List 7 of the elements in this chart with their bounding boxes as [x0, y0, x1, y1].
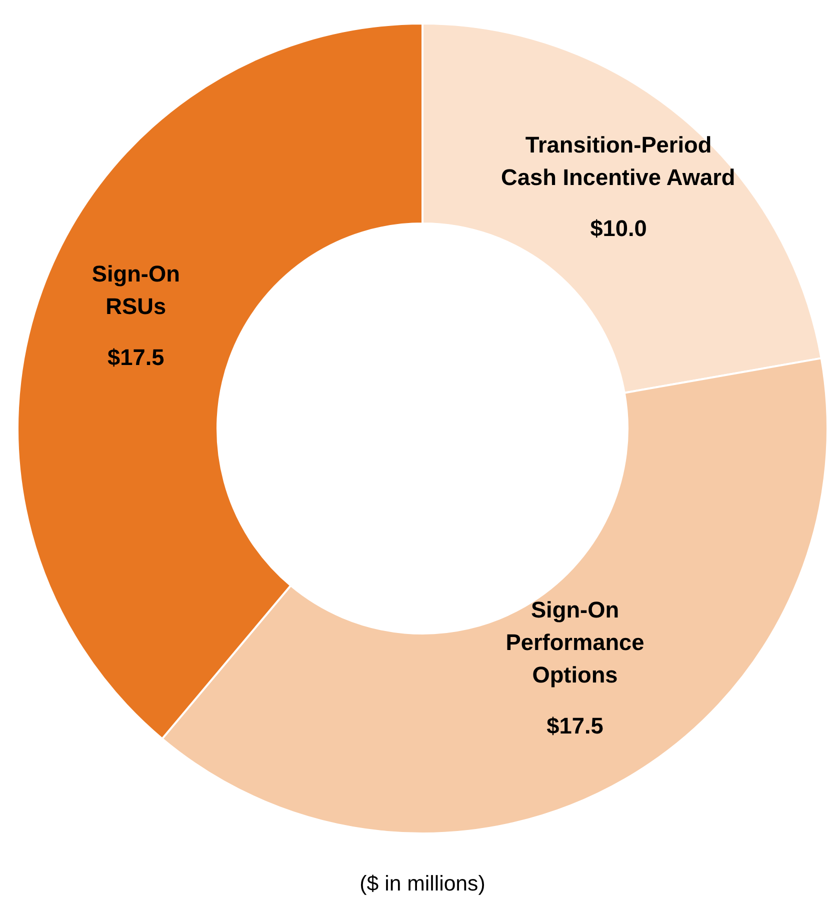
data-label: $17.5: [108, 344, 164, 370]
text: ($ in millions): [360, 872, 486, 896]
slice-label: Sign-On Performance Options: [506, 596, 644, 688]
slice-label: Transition-Period Cash Incentive Award: [501, 131, 736, 190]
data-label: $10.0: [590, 214, 647, 241]
slice-label: Sign-On RSUs: [92, 260, 180, 320]
data-label: $17.5: [546, 712, 604, 739]
